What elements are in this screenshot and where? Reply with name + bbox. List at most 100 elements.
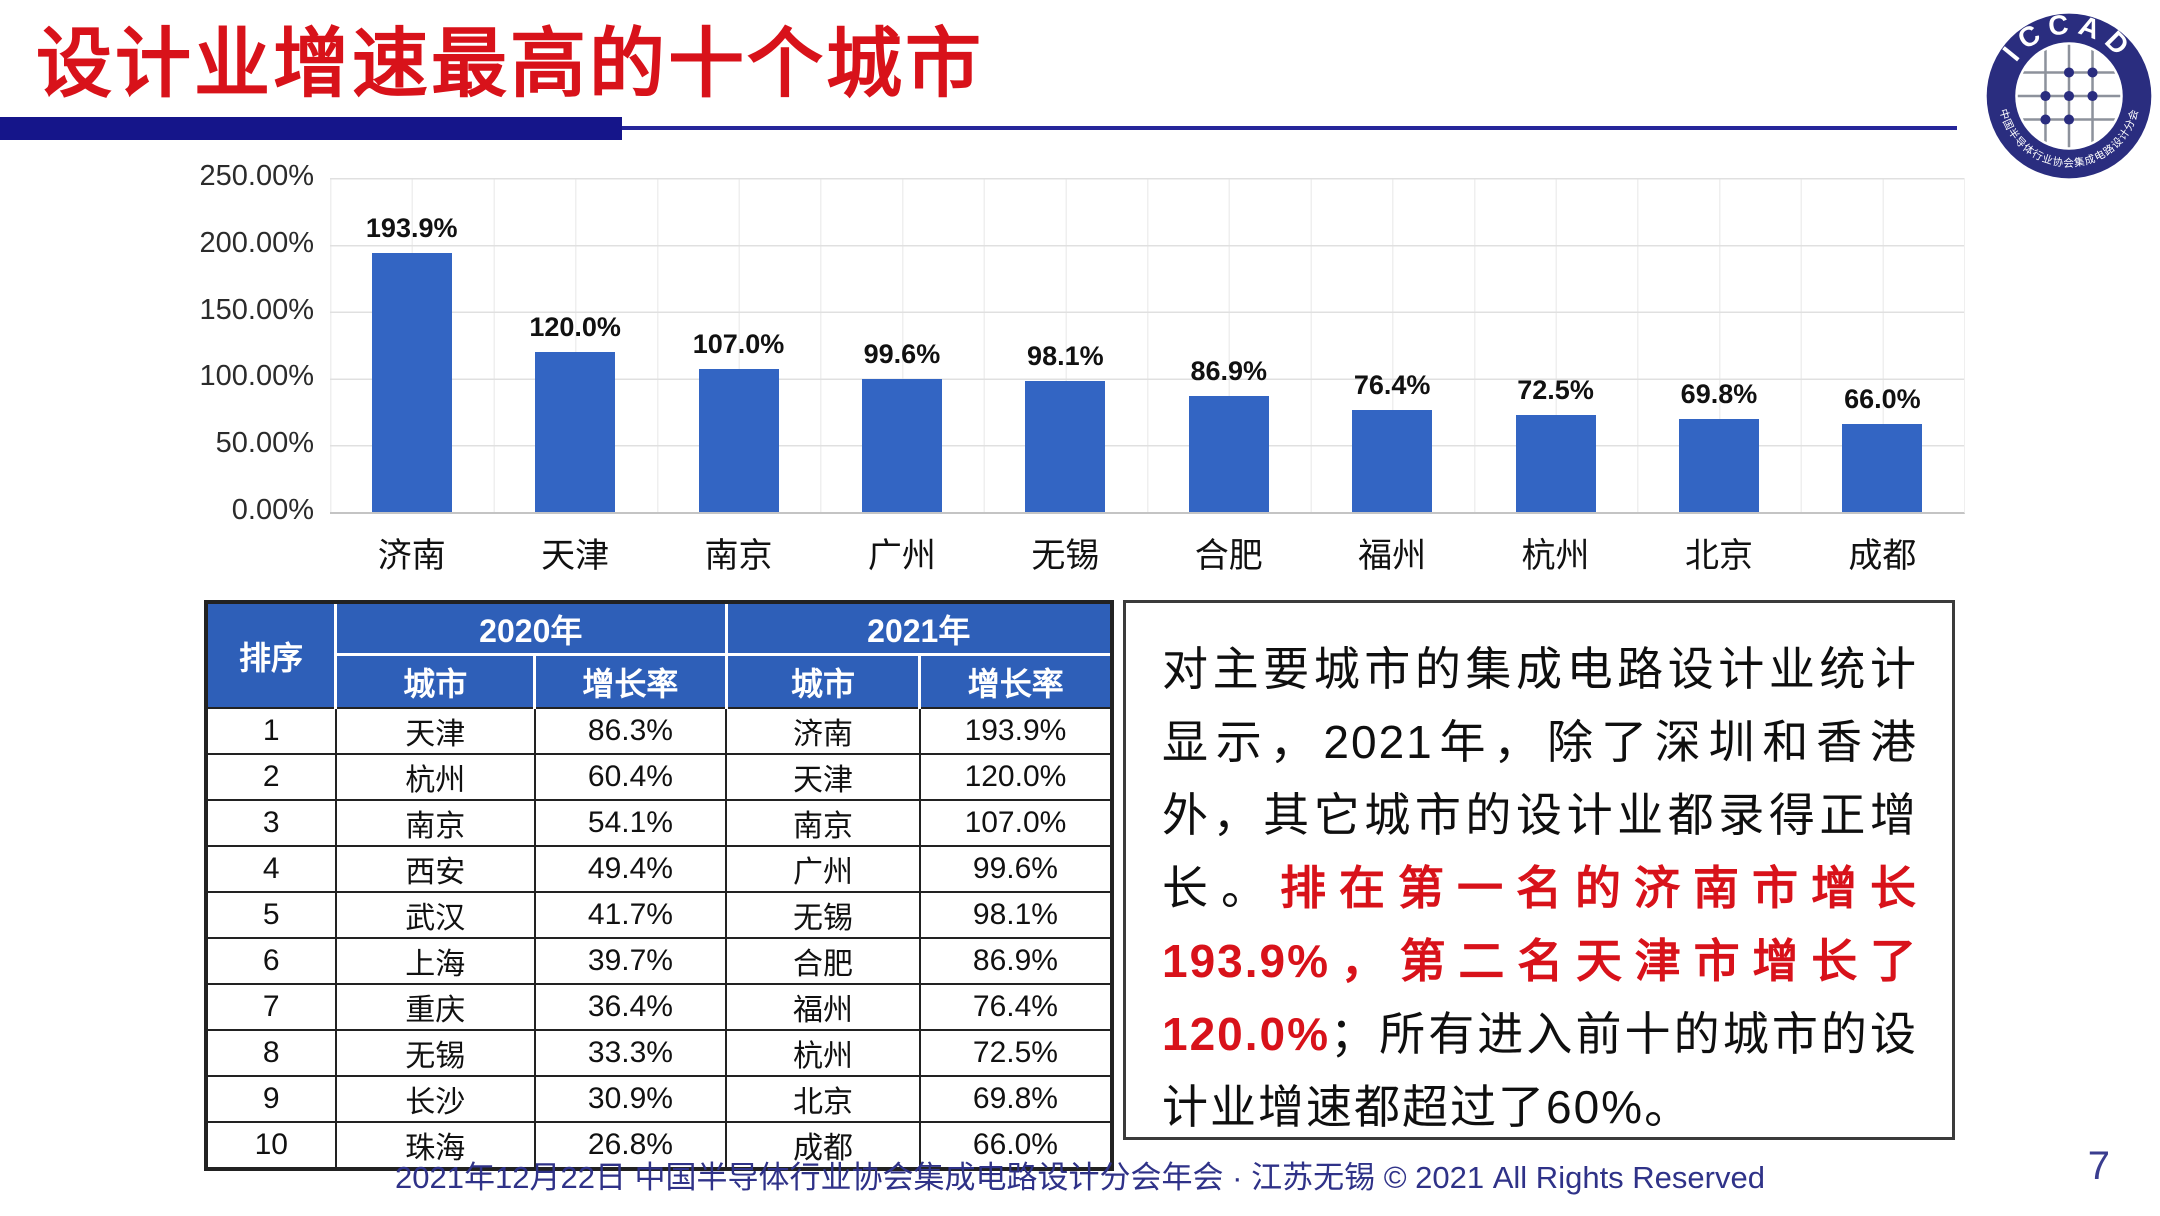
footer-text: 2021年12月22日 中国半导体行业协会集成电路设计分会年会 · 江苏无锡 ©… bbox=[395, 1160, 1765, 1195]
bar-value-label: 107.0% bbox=[692, 329, 785, 360]
bar-group: 193.9% bbox=[330, 178, 493, 512]
bar bbox=[371, 252, 452, 512]
table-cell: 3 bbox=[205, 799, 337, 847]
y-tick-label: 250.00% bbox=[199, 160, 315, 192]
commentary-box: 对主要城市的集成电路设计业统计显示，2021年，除了深圳和香港外，其它城市的设计… bbox=[1123, 600, 1955, 1140]
category-label: 福州 bbox=[1358, 537, 1427, 575]
header-rank: 排序 bbox=[204, 600, 338, 709]
table-cell: 36.4% bbox=[533, 983, 728, 1031]
bar bbox=[1842, 423, 1923, 512]
y-tick-label: 0.00% bbox=[231, 494, 314, 526]
table-cell: 上海 bbox=[334, 937, 536, 985]
bar bbox=[1352, 409, 1433, 512]
category-label: 天津 bbox=[541, 537, 610, 575]
y-tick-label: 200.00% bbox=[199, 226, 315, 259]
header-year-2021: 2021年 bbox=[724, 600, 1114, 656]
table-cell: 9 bbox=[205, 1075, 337, 1123]
ranking-table: 排序 2020年 2021年 城市 增长率 城市 增长率 1 天津 86.3% 济南 1… bbox=[204, 600, 1114, 1171]
bar bbox=[1515, 415, 1596, 512]
iccad-logo: ICCAD 中国半导体行业协会集成电路设计分会 bbox=[1986, 12, 2152, 179]
category-label: 合肥 bbox=[1194, 537, 1263, 575]
table-row: 6 上海 39.7% 合肥 86.9% bbox=[205, 937, 1114, 985]
table-cell: 86.3% bbox=[533, 707, 728, 755]
table-body: 1 天津 86.3% 济南 193.9% 2 杭州 60.4% 天津 120.0% 3 南京 54.1%… bbox=[205, 707, 1114, 1170]
bar-value-label: 98.1% bbox=[1027, 340, 1104, 371]
bar-group: 86.9% bbox=[1147, 178, 1310, 512]
bar bbox=[535, 351, 616, 512]
table-row: 4 西安 49.4% 广州 99.6% bbox=[205, 845, 1114, 893]
table-cell: 60.4% bbox=[533, 753, 728, 801]
bar bbox=[1025, 380, 1106, 512]
bar-value-label: 69.8% bbox=[1680, 378, 1758, 409]
table-cell: 26.8% bbox=[533, 1121, 728, 1170]
table-cell: 5 bbox=[205, 891, 337, 939]
table-cell: 南京 bbox=[334, 799, 536, 847]
table-cell: 120.0% bbox=[918, 753, 1114, 801]
table-cell: 北京 bbox=[725, 1075, 921, 1123]
table-cell: 66.0% bbox=[918, 1121, 1114, 1170]
bar-value-label: 76.4% bbox=[1353, 369, 1431, 400]
table-cell: 99.6% bbox=[918, 845, 1114, 893]
table-row: 8 无锡 33.3% 杭州 72.5% bbox=[205, 1029, 1114, 1077]
table-cell: 南京 bbox=[725, 799, 921, 847]
bar-series: 193.9% 120.0% 107.0% 99.6% 98.1% 86.9% 76.4% 72… bbox=[330, 178, 1964, 512]
category-label: 无锡 bbox=[1031, 537, 1100, 575]
bar-group: 76.4% bbox=[1310, 178, 1473, 512]
header-city-2021: 城市 bbox=[724, 653, 922, 709]
bar-group: 69.8% bbox=[1637, 178, 1800, 512]
bar-value-label: 120.0% bbox=[529, 311, 621, 342]
bar bbox=[698, 369, 779, 512]
table-cell: 41.7% bbox=[533, 891, 728, 939]
table-cell: 武汉 bbox=[334, 891, 536, 939]
bar-group: 99.6% bbox=[820, 178, 983, 512]
table-cell: 福州 bbox=[725, 983, 921, 1031]
table-cell: 成都 bbox=[725, 1121, 921, 1170]
table-cell: 合肥 bbox=[725, 937, 921, 985]
table-cell: 2 bbox=[205, 753, 337, 801]
header-growth-2021: 增长率 bbox=[918, 653, 1114, 709]
bar-value-label: 99.6% bbox=[863, 338, 941, 369]
table-cell: 重庆 bbox=[334, 983, 536, 1031]
bar-group: 98.1% bbox=[984, 178, 1147, 512]
bar-group: 72.5% bbox=[1474, 178, 1637, 512]
table-cell: 4 bbox=[205, 845, 337, 893]
category-label: 杭州 bbox=[1521, 537, 1590, 575]
title-divider-line bbox=[622, 126, 1957, 130]
table-cell: 49.4% bbox=[533, 845, 728, 893]
table-cell: 无锡 bbox=[334, 1029, 536, 1077]
table-cell: 193.9% bbox=[918, 707, 1114, 755]
category-label: 南京 bbox=[704, 537, 773, 575]
category-label: 济南 bbox=[377, 537, 446, 575]
bar bbox=[861, 378, 942, 512]
table-cell: 天津 bbox=[725, 753, 921, 801]
plot-area: 193.9% 120.0% 107.0% 99.6% 98.1% 86.9% 76.4% 72… bbox=[330, 178, 1965, 514]
table-cell: 98.1% bbox=[918, 891, 1114, 939]
table-cell: 杭州 bbox=[334, 753, 536, 801]
table-cell: 天津 bbox=[334, 707, 536, 755]
table-cell: 72.5% bbox=[918, 1029, 1114, 1077]
table-cell: 1 bbox=[205, 707, 337, 755]
table-cell: 10 bbox=[205, 1121, 337, 1170]
header-city-2020: 城市 bbox=[334, 653, 537, 709]
header-year-2020: 2020年 bbox=[334, 600, 728, 656]
category-label: 成都 bbox=[1848, 537, 1917, 575]
bar-value-label: 193.9% bbox=[365, 212, 458, 243]
table-cell: 无锡 bbox=[725, 891, 921, 939]
table-cell: 6 bbox=[205, 937, 337, 985]
table-row: 10 珠海 26.8% 成都 66.0% bbox=[205, 1121, 1114, 1170]
category-label: 广州 bbox=[867, 537, 936, 575]
table-cell: 76.4% bbox=[918, 983, 1114, 1031]
table-cell: 33.3% bbox=[533, 1029, 728, 1077]
y-tick-label: 50.00% bbox=[215, 427, 314, 460]
page-number: 7 bbox=[2087, 1144, 2110, 1188]
category-label: 北京 bbox=[1684, 537, 1753, 575]
table-cell: 69.8% bbox=[918, 1075, 1114, 1123]
table-cell: 86.9% bbox=[918, 937, 1114, 985]
header-growth-2020: 增长率 bbox=[533, 653, 728, 709]
logo-circuit-dots bbox=[2040, 67, 2098, 125]
page-title: 设计业增速最高的十个城市 bbox=[36, 22, 984, 107]
table-cell: 珠海 bbox=[334, 1121, 536, 1170]
table-cell: 杭州 bbox=[725, 1029, 921, 1077]
bar-group: 120.0% bbox=[493, 178, 656, 512]
